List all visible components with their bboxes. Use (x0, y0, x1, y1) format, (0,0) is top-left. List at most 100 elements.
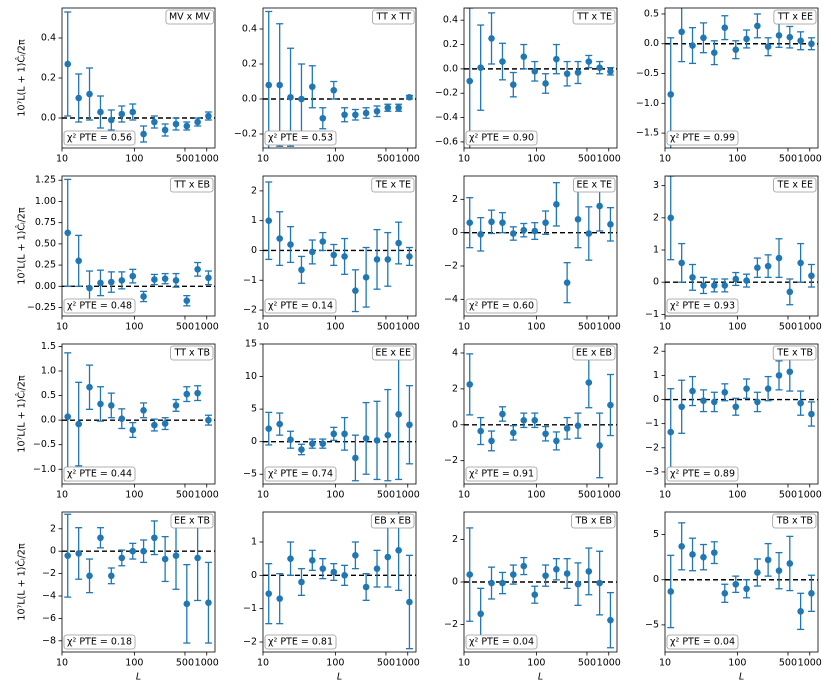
panel: −1.0 −0.5 0.0 0.5 1.0 1.5 10 100 500 1000 TT x TB χ… (16, 341, 219, 501)
data-point (721, 589, 729, 597)
data-point (319, 114, 327, 122)
data-point (64, 552, 72, 559)
x-tick-label: 500 (176, 154, 194, 165)
data-point (678, 543, 685, 550)
data-point (732, 46, 740, 54)
plot-area (263, 10, 416, 148)
data-point (194, 266, 201, 273)
data-point (298, 266, 305, 274)
y-tick-label: −0.2 (435, 88, 458, 99)
data-point (309, 83, 316, 91)
data-point (574, 580, 582, 588)
y-tick-label: −5 (645, 619, 659, 630)
data-point (531, 416, 539, 424)
data-point (743, 385, 750, 392)
data-point (140, 293, 147, 300)
y-tick-label: 0.00 (35, 281, 56, 292)
title-box (772, 513, 817, 529)
data-point (395, 239, 402, 247)
y-tick-label: 0 (251, 436, 257, 447)
data-point (75, 550, 82, 557)
data-point (563, 279, 571, 286)
plot-area (62, 178, 215, 307)
data-point (786, 368, 794, 376)
x-tick-label: 1000 (195, 322, 219, 333)
y-tick-label: −0.5 (636, 68, 659, 79)
axes-frame (664, 343, 819, 485)
y-tick-label: 2 (251, 185, 257, 196)
x-tick-label: 500 (779, 658, 797, 669)
data-point (678, 403, 685, 411)
data-point (553, 437, 560, 445)
data-point (563, 570, 571, 577)
data-point (86, 383, 93, 391)
annotation-box (264, 466, 337, 482)
title-box (572, 9, 616, 25)
data-point (510, 571, 517, 578)
title-box (371, 177, 415, 193)
x-tick-label: 500 (779, 322, 797, 333)
y-tick-label: −1 (645, 418, 659, 429)
plot-area (464, 527, 617, 649)
y-tick-label: 4 (452, 347, 458, 358)
pte-annotation: χ² PTE = 0.60 (469, 301, 534, 312)
x-tick-label: 10 (659, 154, 671, 165)
data-point (499, 410, 506, 418)
data-point (808, 40, 815, 48)
panel: −2 0 2 4 10 100 500 1000 EE x EB χ² PTE = 0.91 (444, 343, 621, 501)
data-point (86, 90, 93, 98)
data-point (373, 565, 381, 572)
pte-annotation: χ² PTE = 0.91 (469, 469, 534, 480)
y-tick-label: 0.5 (644, 8, 659, 19)
x-tick-label: 1000 (597, 154, 621, 165)
x-tick-label: 100 (125, 658, 143, 669)
data-point (510, 230, 517, 237)
data-point (298, 446, 305, 453)
data-point (808, 589, 815, 597)
data-point (205, 274, 212, 282)
data-point (754, 398, 761, 406)
data-point (585, 230, 593, 237)
y-tick-label: −0.5 (33, 439, 56, 450)
y-tick-label: −0.25 (27, 302, 56, 313)
data-point (161, 420, 169, 427)
panel-title: TB x EB (574, 516, 612, 527)
x-axis-label: L (337, 672, 342, 683)
data-point (689, 274, 696, 281)
data-point (276, 595, 283, 602)
data-point (64, 229, 72, 237)
y-tick-label: 0.0 (41, 113, 56, 124)
y-tick-label: −2 (444, 261, 458, 272)
data-point (172, 552, 180, 559)
data-point (129, 272, 137, 280)
data-point (309, 440, 316, 447)
data-point (97, 279, 104, 287)
x-tick-label: 1000 (597, 658, 621, 669)
y-tick-label: 2 (452, 194, 458, 205)
data-point (183, 390, 191, 398)
data-point (797, 399, 804, 407)
x-tick-label: 10 (56, 490, 68, 501)
plot-area (263, 348, 416, 482)
data-point (151, 421, 158, 429)
x-tick-label: 10 (257, 154, 269, 165)
data-point (309, 557, 316, 564)
y-tick-label: 1.25 (35, 175, 56, 186)
annotation-box (63, 130, 136, 146)
plot-area (62, 11, 215, 143)
title-box (571, 513, 616, 529)
panel: −1 0 1 2 3 10 100 500 1000 TE x EE χ² PTE = 0.93 (645, 175, 822, 333)
data-point (118, 554, 126, 562)
x-tick-label: 500 (377, 490, 395, 501)
y-tick-label: −2 (243, 305, 257, 316)
data-point (553, 565, 560, 573)
data-point (678, 259, 685, 267)
pte-annotation: χ² PTE = 0.81 (268, 637, 333, 648)
y-tick-label: 0.75 (35, 217, 56, 228)
y-tick-label: 1.00 (35, 196, 56, 207)
data-point (775, 567, 783, 575)
data-point (689, 551, 696, 558)
pte-annotation: χ² PTE = 0.56 (67, 133, 132, 144)
data-point (585, 379, 593, 386)
axes-frame (463, 175, 618, 317)
